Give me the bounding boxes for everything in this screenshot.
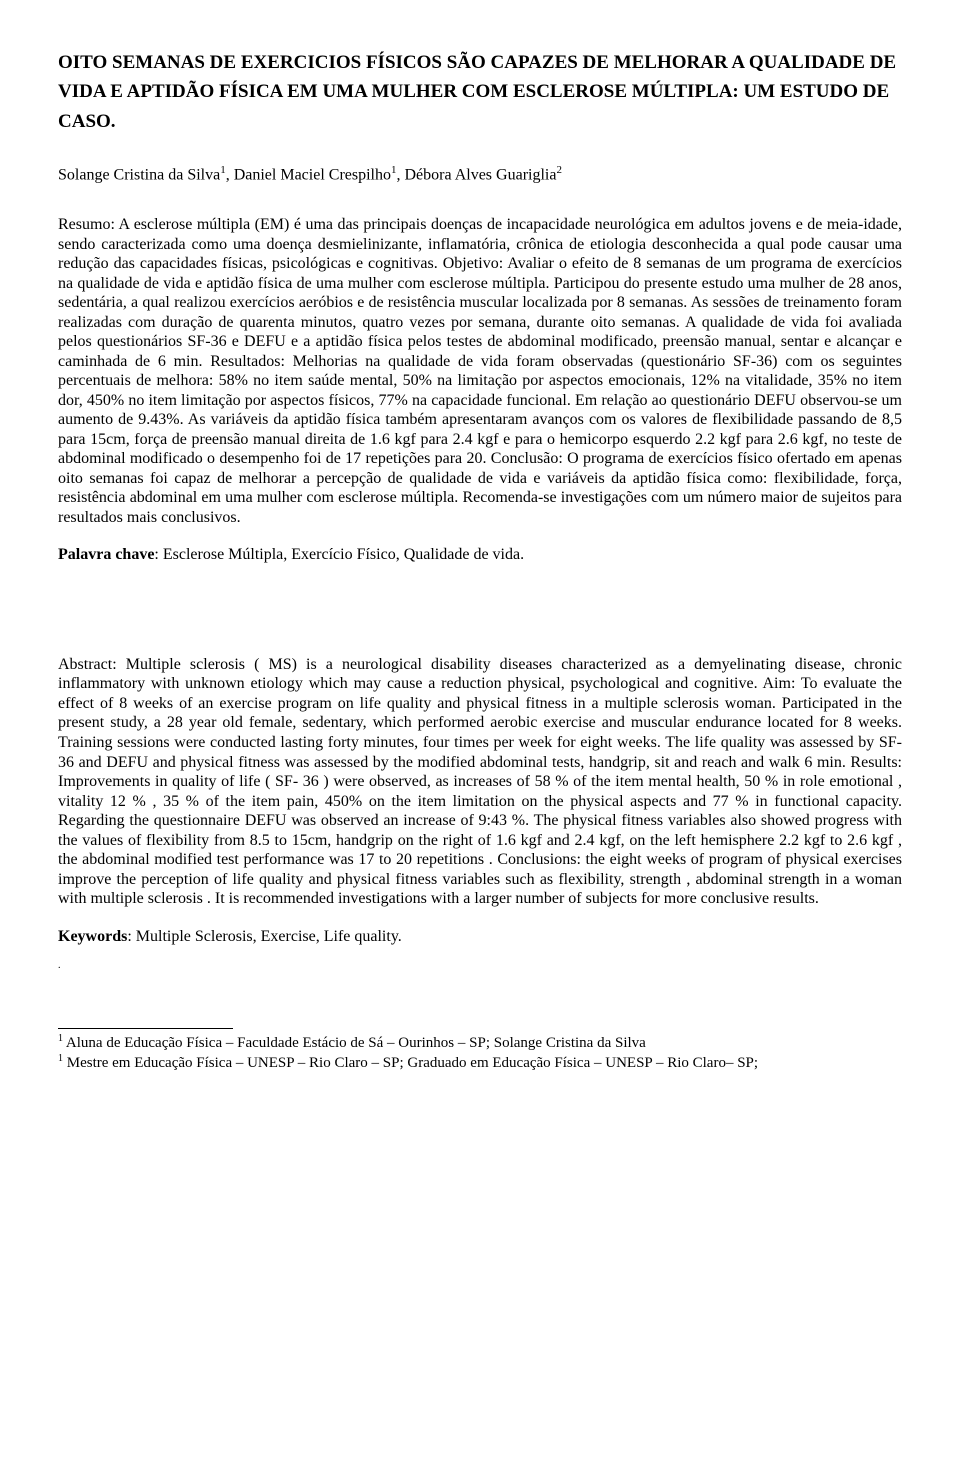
author-2-name: Daniel Maciel Crespilho xyxy=(234,167,391,184)
author-2-sup: 1 xyxy=(391,164,397,176)
footnote-1: 1 Aluna de Educação Física – Faculdade E… xyxy=(58,1033,902,1053)
author-1-name: Solange Cristina da Silva xyxy=(58,167,220,184)
trailing-dot: . xyxy=(58,960,902,972)
resumo-paragraph: Resumo: A esclerose múltipla (EM) é uma … xyxy=(58,215,902,527)
footnote-1-text: Aluna de Educação Física – Faculdade Est… xyxy=(63,1035,646,1051)
footnote-2: 1 Mestre em Educação Física – UNESP – Ri… xyxy=(58,1053,902,1073)
author-3-name: Débora Alves Guariglia xyxy=(405,167,557,184)
abstract-paragraph: Abstract: Multiple sclerosis ( MS) is a … xyxy=(58,655,902,909)
palavra-chave-text: : Esclerose Múltipla, Exercício Físico, … xyxy=(154,546,524,563)
document-title: OITO SEMANAS DE EXERCICIOS FÍSICOS SÃO C… xyxy=(58,48,902,136)
author-3-sup: 2 xyxy=(556,164,562,176)
palavra-chave-label: Palavra chave xyxy=(58,546,154,563)
authors-line: Solange Cristina da Silva1, Daniel Macie… xyxy=(58,164,902,185)
keywords-label: Keywords xyxy=(58,928,127,945)
footnote-2-text: Mestre em Educação Física – UNESP – Rio … xyxy=(63,1055,758,1071)
palavra-chave: Palavra chave: Esclerose Múltipla, Exerc… xyxy=(58,545,902,565)
keywords-line: Keywords: Multiple Sclerosis, Exercise, … xyxy=(58,927,902,947)
keywords-text: : Multiple Sclerosis, Exercise, Life qua… xyxy=(127,928,401,945)
footnote-separator xyxy=(58,1028,233,1029)
author-1-sup: 1 xyxy=(220,164,226,176)
